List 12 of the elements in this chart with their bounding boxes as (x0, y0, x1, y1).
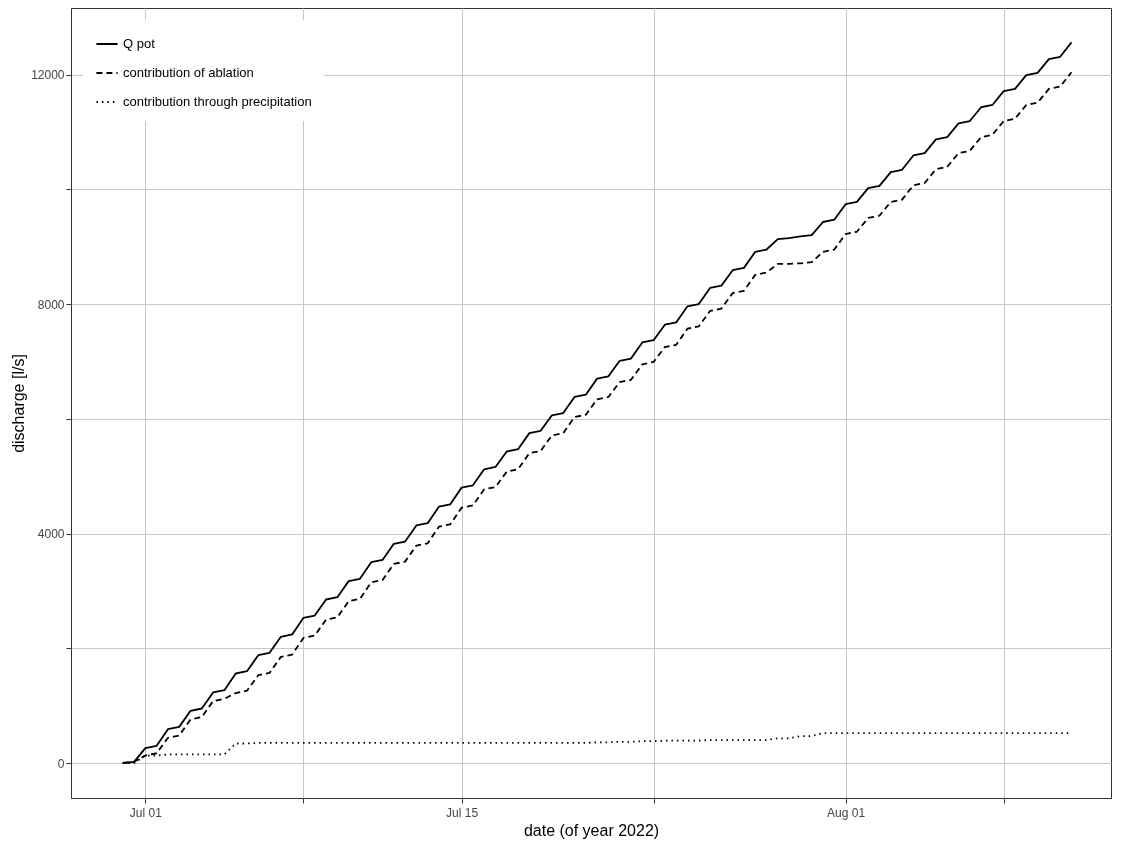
y-tick-label: 12000 (31, 68, 65, 83)
y-tick-label: 4000 (37, 527, 65, 542)
y-tick-label: 8000 (37, 297, 65, 312)
legend-label: contribution through precipitation (123, 94, 312, 109)
x-tick-label: Jul 01 (129, 805, 163, 820)
y-axis-title: discharge [l/s] (10, 354, 28, 453)
x-tick-label: Aug 01 (827, 805, 866, 820)
y-tick-label: 0 (57, 756, 65, 771)
x-axis-title: date (of year 2022) (523, 821, 660, 839)
legend-label: Q pot (123, 36, 156, 51)
legend-label: contribution of ablation (123, 65, 254, 80)
x-tick-label: Jul 15 (446, 805, 479, 820)
